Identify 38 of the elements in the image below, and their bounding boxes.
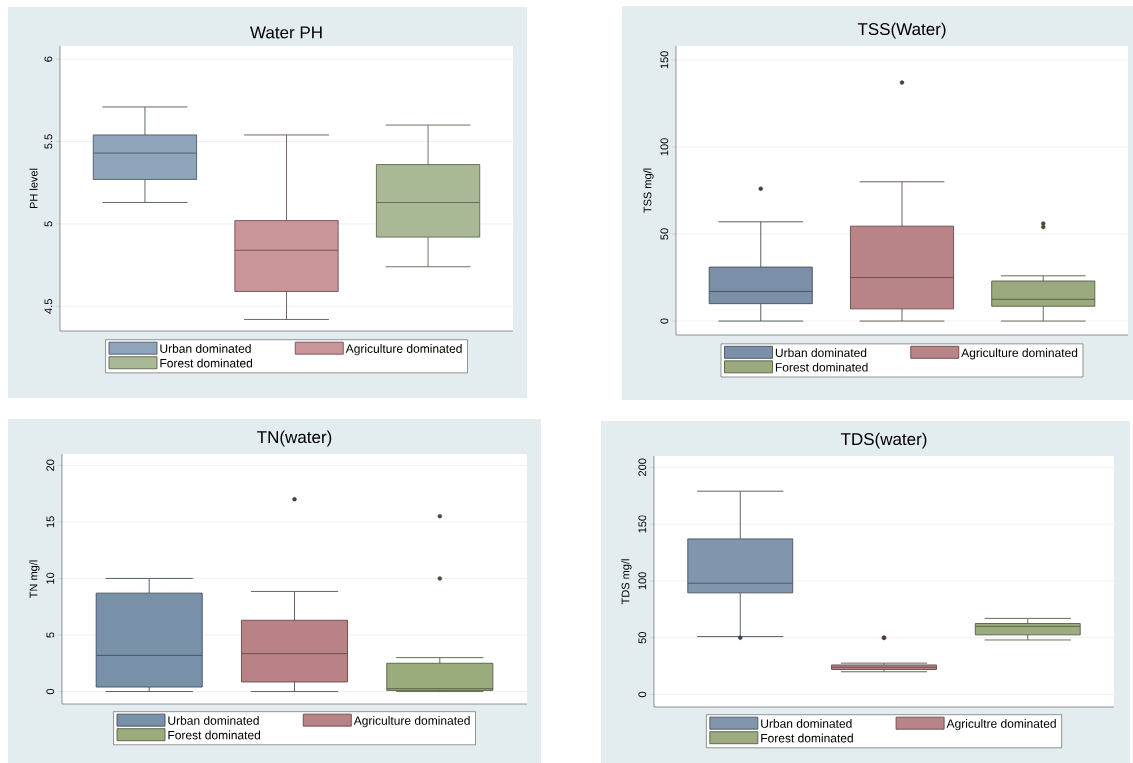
chart-title: Water PH xyxy=(250,26,322,39)
chart-title: TSS(Water) xyxy=(857,22,946,39)
y-axis-title: PH level xyxy=(29,168,38,209)
y-tick-label: 150 xyxy=(660,51,669,69)
y-tick-label: 100 xyxy=(660,138,669,156)
y-tick-label: 5 xyxy=(46,632,55,638)
legend-label: Forest dominated xyxy=(168,730,261,740)
y-tick-label: 15 xyxy=(46,516,55,528)
legend-label: Agriculture dominated xyxy=(353,716,470,728)
y-tick-label: 100 xyxy=(638,572,647,590)
y-tick-label: 5 xyxy=(44,221,53,227)
legend-label: Urban dominated xyxy=(160,344,251,353)
y-tick-label: 5.5 xyxy=(44,134,53,149)
y-axis-title: TSS mg/l xyxy=(643,168,654,213)
y-tick-label: 10 xyxy=(46,572,55,584)
y-tick-label: 200 xyxy=(638,458,647,476)
y-axis-title: TDS mg/l xyxy=(621,559,632,605)
chart-title: TDS(water) xyxy=(840,432,927,449)
legend-label: Agriculture dominated xyxy=(345,344,462,356)
y-axis-title: TN mg/l xyxy=(29,560,40,598)
y-tick-label: 0 xyxy=(638,691,647,698)
y-tick-label: 150 xyxy=(638,515,647,533)
legend-label: Agricultre dominated xyxy=(946,719,1056,731)
y-tick-label: 50 xyxy=(638,632,647,644)
legend-label: Agriculture dominated xyxy=(961,348,1078,360)
legend-label: Forest dominated xyxy=(160,358,253,368)
y-tick-label: 4.5 xyxy=(44,299,53,314)
legend-label: Forest dominated xyxy=(775,362,868,372)
chart-title: TN(water) xyxy=(257,430,332,447)
y-tick-label: 0 xyxy=(46,688,55,695)
y-tick-label: 50 xyxy=(660,228,669,240)
legend-label: Urban dominated xyxy=(775,348,867,358)
y-tick-label: 6 xyxy=(44,56,53,62)
legend-label: Forest dominated xyxy=(761,733,853,743)
y-tick-label: 20 xyxy=(46,459,55,471)
legend-label: Urban dominated xyxy=(761,719,852,728)
legend-label: Urban dominated xyxy=(168,716,259,725)
y-tick-label: 0 xyxy=(660,318,669,324)
